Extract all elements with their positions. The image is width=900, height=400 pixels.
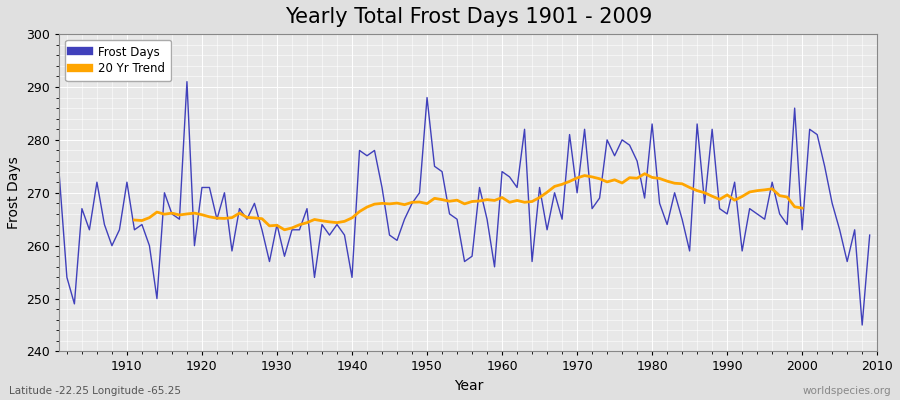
Title: Yearly Total Frost Days 1901 - 2009: Yearly Total Frost Days 1901 - 2009 [284, 7, 652, 27]
Frost Days [286, 227, 297, 232]
20 Yr Trend [339, 219, 350, 224]
Y-axis label: Frost Days: Frost Days [7, 156, 21, 229]
Frost Days [594, 196, 605, 200]
20 Yr Trend [129, 218, 140, 222]
Text: Latitude -22.25 Longitude -65.25: Latitude -22.25 Longitude -65.25 [9, 386, 181, 396]
20 Yr Trend [219, 216, 230, 221]
Text: worldspecies.org: worldspecies.org [803, 386, 891, 396]
Frost Days [857, 323, 868, 328]
Line: Frost Days: Frost Days [59, 82, 869, 325]
Frost Days [331, 222, 342, 227]
Frost Days [54, 174, 65, 179]
20 Yr Trend [715, 197, 725, 202]
20 Yr Trend [699, 190, 710, 195]
Line: 20 Yr Trend: 20 Yr Trend [134, 174, 802, 230]
Frost Days [114, 227, 125, 232]
Frost Days [182, 79, 193, 84]
Frost Days [504, 174, 515, 179]
20 Yr Trend [279, 227, 290, 232]
20 Yr Trend [639, 171, 650, 176]
Legend: Frost Days, 20 Yr Trend: Frost Days, 20 Yr Trend [66, 40, 171, 81]
20 Yr Trend [796, 206, 807, 210]
20 Yr Trend [602, 180, 613, 184]
Frost Days [864, 233, 875, 238]
Frost Days [497, 169, 508, 174]
20 Yr Trend [782, 194, 793, 199]
X-axis label: Year: Year [454, 379, 483, 393]
